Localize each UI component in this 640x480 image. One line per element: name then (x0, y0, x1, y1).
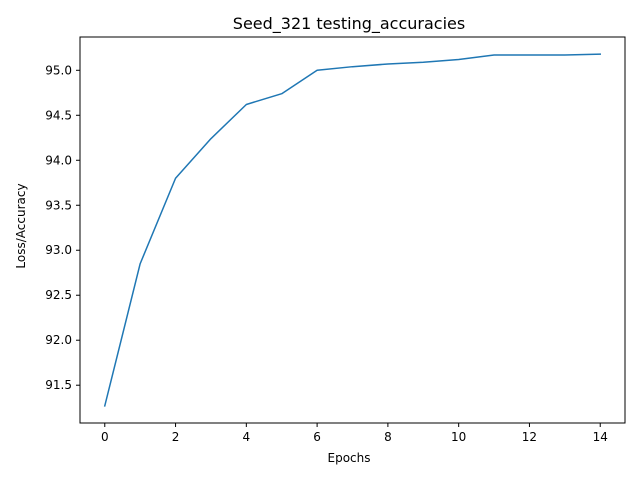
y-tick-label: 94.5 (45, 108, 72, 122)
x-axis-ticks: 0 2 4 6 8 10 12 14 (101, 423, 608, 444)
x-tick-label: 2 (172, 430, 180, 444)
y-tick-label: 92.0 (45, 333, 72, 347)
x-tick-label: 4 (243, 430, 251, 444)
y-tick-label: 91.5 (45, 378, 72, 392)
y-tick-label: 93.5 (45, 198, 72, 212)
plot-area: 0 2 4 6 8 10 12 14 91.5 92.0 92.5 93.0 93.5 94.0 94.5… (45, 36, 626, 444)
x-tick-label: 14 (593, 430, 608, 444)
x-axis-label: Epochs (328, 451, 371, 465)
x-tick-label: 8 (384, 430, 392, 444)
y-tick-label: 92.5 (45, 288, 72, 302)
series-line (103, 53, 601, 407)
plot-frame (79, 36, 626, 424)
x-tick-label: 6 (313, 430, 321, 444)
series-group (103, 53, 601, 407)
y-axis-label: Loss/Accuracy (14, 183, 28, 268)
y-axis-ticks: 91.5 92.0 92.5 93.0 93.5 94.0 94.5 95.0 (45, 63, 80, 392)
x-tick-label: 0 (101, 430, 109, 444)
x-tick-label: 12 (522, 430, 537, 444)
x-tick-label: 10 (451, 430, 466, 444)
y-tick-label: 95.0 (45, 63, 72, 77)
y-tick-label: 94.0 (45, 153, 72, 167)
chart-title: Seed_321 testing_accuracies (233, 14, 465, 34)
y-tick-label: 93.0 (45, 243, 72, 257)
